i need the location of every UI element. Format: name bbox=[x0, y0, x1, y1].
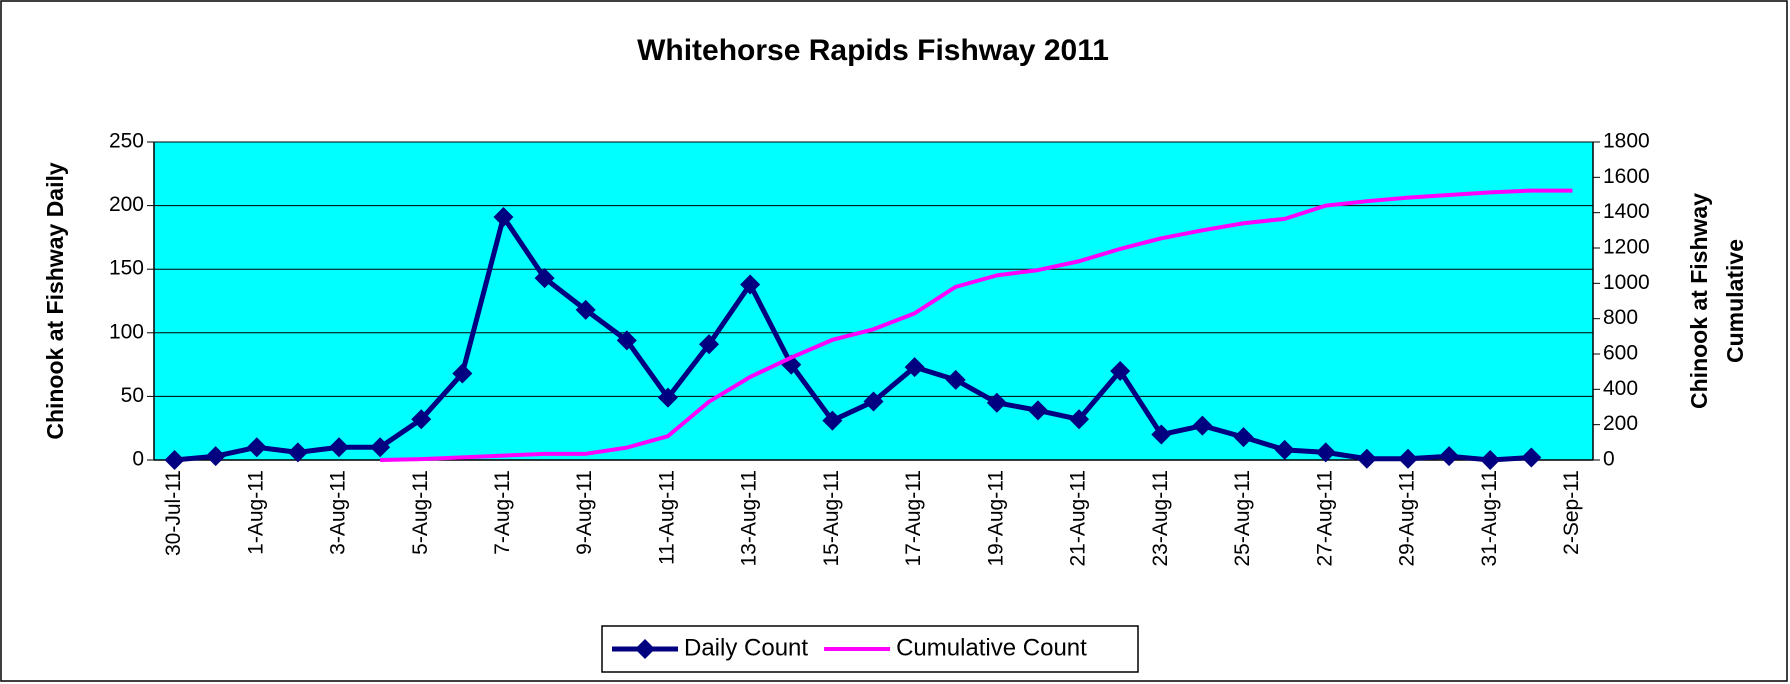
x-tick-label: 15-Aug-11 bbox=[820, 470, 843, 567]
data-point bbox=[1315, 442, 1336, 463]
chart-title: Whitehorse Rapids Fishway 2011 bbox=[637, 34, 1109, 67]
x-tick-label: 11-Aug-11 bbox=[655, 470, 678, 565]
x-tick-label: 9-Aug-11 bbox=[573, 470, 596, 555]
data-point bbox=[863, 391, 884, 412]
legend-label: Cumulative Count bbox=[896, 634, 1087, 661]
y-tick-label: 100 bbox=[109, 320, 144, 343]
series-line bbox=[380, 188, 1573, 462]
y-tick-label: 250 bbox=[109, 130, 144, 153]
plot-area bbox=[153, 141, 1594, 461]
x-tick-label: 30-Jul-11 bbox=[162, 470, 185, 556]
data-point bbox=[1151, 424, 1172, 445]
y-tick-label: 150 bbox=[109, 257, 144, 280]
data-point bbox=[986, 392, 1007, 413]
y2-tick-label: 800 bbox=[1603, 306, 1638, 329]
data-point bbox=[616, 330, 637, 351]
data-point bbox=[822, 410, 843, 431]
legend: Daily Count Cumulative Count bbox=[601, 625, 1139, 673]
data-point bbox=[1069, 409, 1090, 430]
x-tick-label: 2-Sep-11 bbox=[1560, 470, 1583, 555]
y-tick-label: 50 bbox=[121, 384, 144, 407]
y2-tick-label: 400 bbox=[1603, 377, 1638, 400]
data-point bbox=[287, 442, 308, 463]
x-tick-label: 5-Aug-11 bbox=[409, 470, 432, 555]
data-point bbox=[452, 363, 473, 384]
x-tick-label: 19-Aug-11 bbox=[984, 470, 1007, 567]
x-tick-label: 13-Aug-11 bbox=[738, 470, 761, 567]
series-line bbox=[174, 214, 1532, 463]
x-tick-label: 7-Aug-11 bbox=[491, 470, 514, 555]
x-tick-label: 25-Aug-11 bbox=[1231, 470, 1254, 567]
y-tick-label: 0 bbox=[132, 448, 144, 471]
y2-tick-label: 1200 bbox=[1603, 236, 1650, 259]
data-point bbox=[1356, 448, 1377, 469]
data-point bbox=[904, 357, 925, 378]
data-point bbox=[246, 437, 267, 458]
y-axis-title: Chinook at Fishway Daily bbox=[42, 162, 68, 440]
x-tick-label: 23-Aug-11 bbox=[1149, 470, 1172, 567]
y2-tick-label: 1400 bbox=[1603, 200, 1650, 223]
data-point bbox=[1439, 446, 1460, 467]
x-tick-label: 17-Aug-11 bbox=[902, 470, 925, 567]
data-point bbox=[164, 450, 185, 470]
legend-marker bbox=[635, 639, 655, 659]
data-point bbox=[411, 409, 432, 430]
data-point bbox=[945, 369, 966, 390]
data-point bbox=[1233, 427, 1254, 448]
y2-tick-label: 1600 bbox=[1603, 165, 1650, 188]
y2-axis-title: Chinook at Fishway bbox=[1686, 193, 1712, 409]
data-point bbox=[1521, 447, 1542, 468]
data-point bbox=[657, 387, 678, 408]
y2-tick-label: 200 bbox=[1603, 412, 1638, 435]
x-tick-label: 29-Aug-11 bbox=[1396, 470, 1419, 567]
x-tick-label: 21-Aug-11 bbox=[1067, 470, 1090, 567]
y2-axis-title: Cumulative bbox=[1722, 239, 1748, 363]
data-point bbox=[1110, 360, 1131, 381]
x-tick-label: 3-Aug-11 bbox=[327, 470, 350, 555]
data-point bbox=[740, 274, 761, 295]
x-tick-label: 31-Aug-11 bbox=[1478, 470, 1501, 567]
data-point bbox=[493, 207, 514, 228]
data-point bbox=[370, 437, 391, 458]
legend-label: Daily Count bbox=[684, 634, 808, 661]
data-point bbox=[329, 437, 350, 458]
y-tick-label: 200 bbox=[109, 193, 144, 216]
data-point bbox=[1192, 415, 1213, 436]
data-point bbox=[1274, 439, 1295, 460]
data-point bbox=[575, 299, 596, 320]
y2-tick-label: 1000 bbox=[1603, 271, 1650, 294]
data-point bbox=[1480, 450, 1501, 470]
x-tick-label: 1-Aug-11 bbox=[244, 470, 267, 555]
y2-tick-label: 0 bbox=[1603, 448, 1615, 471]
data-point bbox=[205, 446, 226, 467]
data-point bbox=[534, 268, 555, 289]
data-point bbox=[699, 334, 720, 355]
y2-tick-label: 1800 bbox=[1603, 130, 1650, 153]
x-tick-label: 27-Aug-11 bbox=[1313, 470, 1336, 567]
y2-tick-label: 600 bbox=[1603, 342, 1638, 365]
data-point bbox=[1397, 448, 1418, 469]
data-point bbox=[1027, 400, 1048, 421]
